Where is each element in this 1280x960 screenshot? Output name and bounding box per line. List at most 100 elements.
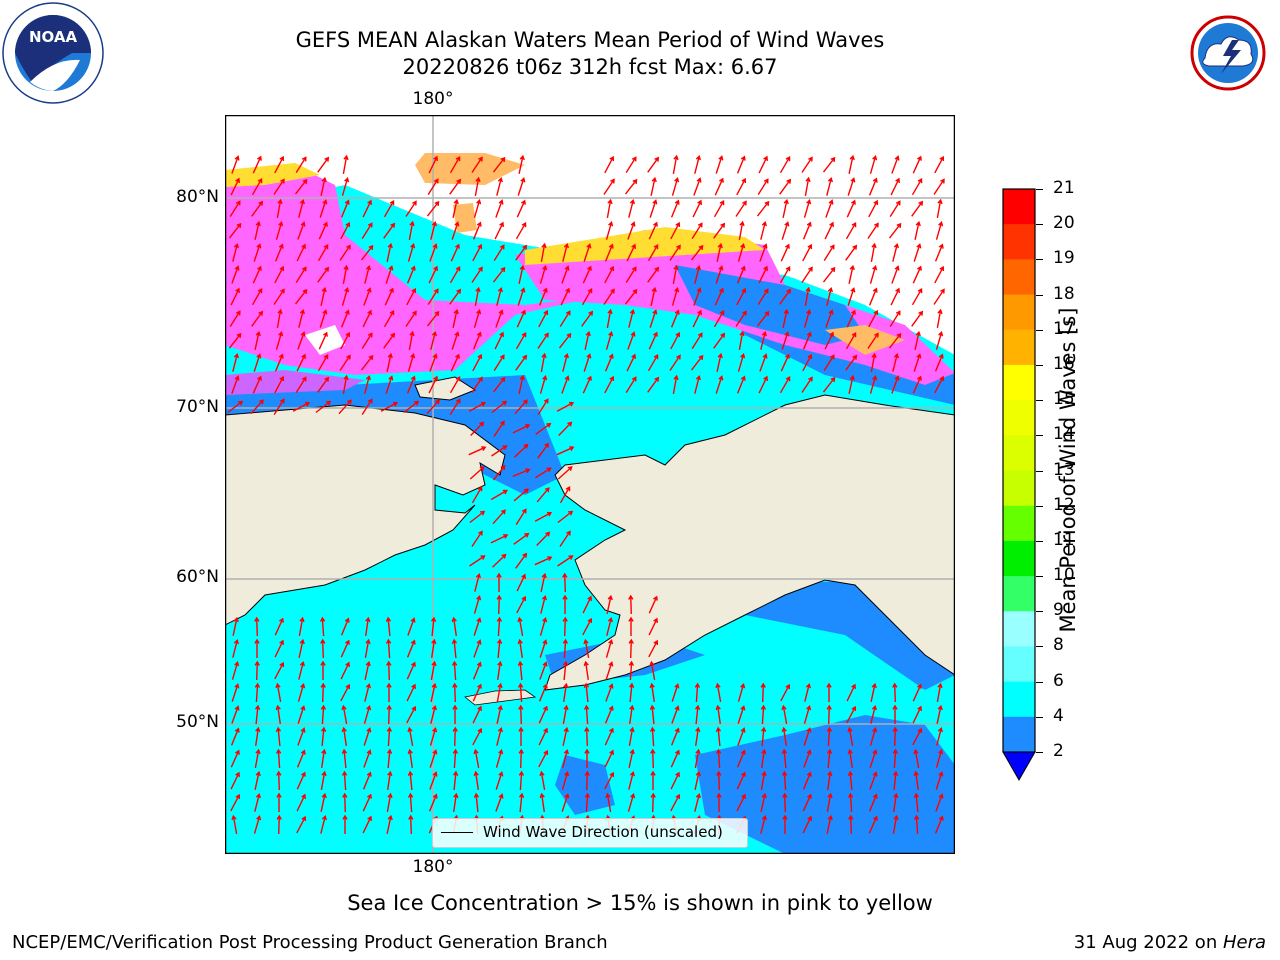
- wind-wave-arrow: [869, 771, 878, 790]
- wind-wave-arrow: [869, 726, 878, 746]
- wind-wave-arrow: [736, 771, 746, 790]
- wind-wave-arrow: [341, 770, 348, 791]
- wind-wave-arrow: [430, 616, 437, 637]
- wind-wave-arrow: [716, 792, 722, 812]
- wind-wave-arrow: [341, 286, 350, 306]
- wind-wave-arrow: [936, 198, 943, 219]
- wind-wave-arrow: [495, 793, 504, 812]
- wind-wave-arrow: [558, 421, 573, 436]
- wind-wave-arrow: [317, 354, 329, 372]
- colorbar-band: [1003, 259, 1035, 296]
- wind-wave-arrow: [469, 555, 486, 567]
- wind-wave-arrow: [363, 287, 372, 306]
- wind-wave-arrow: [562, 638, 569, 659]
- wind-wave-arrow: [295, 156, 307, 173]
- wind-wave-arrow: [232, 242, 239, 262]
- wind-wave-arrow: [273, 178, 285, 195]
- wind-wave-arrow: [518, 264, 525, 284]
- wind-wave-arrow: [692, 309, 702, 328]
- wind-wave-arrow: [647, 156, 660, 173]
- wind-wave-arrow: [628, 198, 635, 218]
- colorbar-tick-label: 16: [1053, 353, 1075, 374]
- wind-wave-arrow: [274, 155, 285, 174]
- colorbar-tick-label: 20: [1053, 213, 1075, 234]
- wind-wave-arrow: [604, 771, 615, 790]
- wind-wave-arrow: [628, 682, 635, 703]
- wind-wave-arrow: [648, 617, 658, 636]
- wind-wave-arrow: [736, 177, 747, 196]
- wind-wave-arrow: [562, 660, 569, 681]
- wind-wave-arrow: [320, 814, 327, 834]
- wind-wave-arrow: [715, 726, 722, 747]
- wind-wave-arrow: [583, 638, 590, 659]
- wind-wave-arrow: [562, 616, 568, 637]
- wind-wave-arrow: [624, 178, 638, 195]
- wind-wave-arrow: [274, 639, 284, 658]
- wind-wave-arrow: [713, 222, 726, 239]
- wind-wave-arrow: [823, 244, 835, 261]
- wind-wave-arrow: [560, 287, 570, 306]
- wind-wave-arrow: [273, 398, 285, 415]
- wind-wave-arrow: [341, 704, 348, 725]
- wind-wave-arrow: [408, 330, 415, 351]
- wind-wave-arrow: [935, 330, 944, 350]
- wind-wave-arrow: [320, 792, 327, 812]
- wind-wave-arrow: [604, 727, 614, 746]
- wind-wave-arrow: [869, 154, 878, 174]
- wind-wave-arrow: [868, 815, 878, 834]
- wind-wave-arrow: [428, 155, 438, 174]
- wind-wave-arrow: [890, 287, 900, 306]
- wind-wave-arrow: [516, 309, 526, 328]
- wind-wave-arrow: [318, 331, 328, 350]
- lat-label-50: 50°N: [176, 712, 219, 732]
- wind-wave-arrow: [759, 353, 768, 372]
- wind-wave-arrow: [584, 726, 590, 747]
- colorbar-band: [1003, 505, 1035, 542]
- wind-wave-arrow: [427, 288, 439, 305]
- colorbar-tick-mark: [1036, 716, 1043, 718]
- wind-wave-arrow: [273, 288, 285, 305]
- wind-wave-arrow: [473, 792, 480, 813]
- colorbar-band: [1003, 646, 1035, 683]
- wind-wave-arrow: [361, 398, 373, 415]
- colorbar-band: [1003, 435, 1035, 471]
- wind-wave-arrow: [757, 178, 769, 195]
- wind-wave-arrow: [342, 264, 349, 285]
- colorbar-band: [1003, 294, 1035, 331]
- wind-wave-arrow: [229, 310, 241, 327]
- wind-wave-arrow: [297, 705, 306, 724]
- wind-wave-arrow: [253, 353, 262, 372]
- wind-wave-arrow: [628, 660, 635, 681]
- wind-wave-arrow: [648, 595, 658, 614]
- wind-wave-arrow: [911, 310, 924, 327]
- wind-wave-arrow: [232, 352, 239, 372]
- wind-wave-arrow: [561, 793, 570, 812]
- wind-wave-arrow: [254, 638, 260, 658]
- wind-wave-arrow: [472, 353, 483, 372]
- wind-wave-arrow: [779, 178, 792, 195]
- wind-wave-arrow: [276, 308, 283, 329]
- wind-wave-arrow: [583, 660, 589, 681]
- land-wrangel-island: [414, 376, 477, 401]
- wind-wave-arrow: [848, 264, 855, 284]
- wind-wave-arrow: [649, 309, 658, 328]
- wind-wave-arrow: [672, 264, 679, 285]
- wind-wave-arrow: [825, 309, 834, 328]
- colorbar-tick-mark: [1036, 576, 1043, 578]
- wind-wave-arrow: [496, 704, 503, 724]
- map-panel: [225, 115, 955, 854]
- wind-wave-arrow: [496, 682, 503, 703]
- nws-logo: [1178, 3, 1278, 103]
- wind-wave-arrow: [407, 352, 416, 372]
- colorbar-tick-label: 12: [1053, 494, 1075, 515]
- wind-wave-arrow: [407, 617, 416, 636]
- wind-wave-arrow: [890, 177, 900, 196]
- map-title: GEFS MEAN Alaskan Waters Mean Period of …: [295, 28, 885, 52]
- wind-wave-arrow: [760, 770, 767, 791]
- wind-wave-arrow: [383, 310, 395, 328]
- wind-wave-arrow: [319, 199, 328, 218]
- wind-wave-arrow: [428, 265, 438, 284]
- wind-wave-arrow: [469, 510, 486, 524]
- wind-wave-arrow: [933, 288, 945, 305]
- wind-wave-arrow: [274, 353, 284, 372]
